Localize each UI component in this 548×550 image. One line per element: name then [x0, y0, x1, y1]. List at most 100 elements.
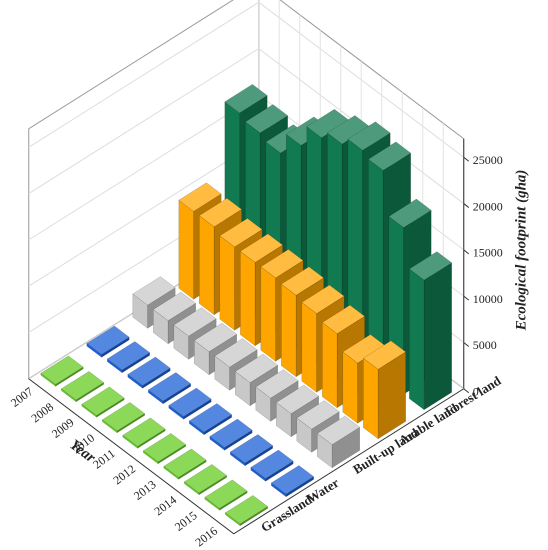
- bar-top-face: [168, 387, 212, 417]
- x-tick-label: 2013: [131, 477, 159, 503]
- bar-front-face: [409, 268, 425, 411]
- z-tick: [463, 295, 470, 301]
- bar-top-face: [40, 355, 84, 385]
- bar-top-face: [209, 418, 253, 448]
- bar: [204, 479, 248, 511]
- bar: [362, 340, 407, 440]
- bar-top-face: [234, 353, 279, 383]
- bar-front-face: [260, 266, 276, 362]
- bar: [163, 448, 207, 480]
- z-tick-label: 0: [473, 385, 479, 399]
- bar-top-face: [86, 325, 130, 355]
- bar: [188, 403, 233, 436]
- bar-top-face: [142, 433, 187, 463]
- x-tick-label: 2008: [28, 400, 56, 426]
- bar-top-face: [229, 434, 274, 464]
- bar-top-face: [198, 197, 243, 228]
- bar-top-face: [178, 182, 222, 212]
- z-tick: [463, 249, 470, 255]
- bar: [270, 465, 315, 498]
- bar-top-face: [321, 304, 366, 335]
- bar: [86, 325, 130, 358]
- z-tick-label: 20000: [473, 199, 503, 213]
- z-tick-label: 25000: [473, 153, 503, 167]
- x-tick-label: 2007: [8, 384, 36, 410]
- x-tick-label: 2014: [151, 493, 179, 519]
- bar-top-face: [152, 291, 197, 321]
- bar-front-face: [342, 351, 358, 424]
- bar-top-face: [296, 400, 340, 430]
- bar: [142, 433, 187, 465]
- bar: [168, 387, 212, 420]
- bar: [122, 417, 166, 449]
- bar: [250, 449, 294, 482]
- bar: [60, 371, 105, 403]
- bar: [229, 434, 274, 467]
- bar-front-face: [363, 357, 379, 440]
- bar-top-face: [244, 104, 289, 134]
- bar-top-face: [173, 307, 217, 337]
- bar-top-face: [388, 198, 432, 228]
- bar-top-face: [367, 141, 412, 171]
- bar: [101, 402, 146, 434]
- bar-top-face: [60, 371, 105, 401]
- bar-top-face: [301, 284, 345, 314]
- bar: [40, 355, 84, 387]
- z-tick: [463, 342, 470, 347]
- bar-front-face: [240, 250, 256, 347]
- bar-front-face: [281, 283, 297, 378]
- bar-front-face: [322, 322, 338, 409]
- bar-top-face: [122, 417, 166, 447]
- bar: [224, 495, 269, 527]
- bar-top-face: [147, 372, 192, 402]
- bar-front-face: [178, 199, 194, 300]
- bar-top-face: [239, 233, 284, 263]
- x-tick-label: 2016: [192, 524, 220, 550]
- bar-front-face: [199, 215, 215, 316]
- bar-top-face: [255, 369, 299, 399]
- bar-top-face: [214, 338, 258, 368]
- bar-top-face: [408, 251, 453, 281]
- z-axis-title: Ecological footprint (gha): [513, 170, 529, 332]
- bar-top-face: [163, 448, 207, 478]
- bar-top-face: [250, 449, 294, 479]
- x-tick-label: 2009: [49, 415, 77, 441]
- bar-right-face: [423, 262, 452, 411]
- bar-top-face: [270, 465, 315, 495]
- z-tick: [463, 388, 470, 394]
- bar-top-face: [224, 84, 268, 114]
- bar-top-face: [204, 479, 248, 509]
- bar: [147, 372, 192, 405]
- bar-top-face: [106, 341, 151, 371]
- x-tick-label: 2012: [110, 462, 138, 488]
- bar-top-face: [132, 276, 176, 306]
- z-tick-label: 5000: [473, 338, 497, 352]
- z-tick: [463, 156, 470, 162]
- bar-front-face: [219, 235, 235, 331]
- bar-top-face: [101, 402, 146, 432]
- bar-top-face: [260, 249, 304, 279]
- bar: [209, 418, 253, 451]
- x-tick-label: 2015: [172, 508, 200, 534]
- bar-top-face: [193, 322, 238, 352]
- bar-top-face: [280, 266, 325, 296]
- bar-front-face: [301, 301, 317, 393]
- bar: [316, 415, 361, 469]
- bar: [127, 356, 171, 389]
- bar-top-face: [188, 403, 233, 433]
- bar-top-face: [316, 415, 361, 445]
- bar: [183, 464, 228, 496]
- bar: [408, 251, 453, 411]
- bar: [81, 386, 125, 418]
- bar-top-face: [81, 386, 125, 416]
- z-tick-label: 15000: [473, 246, 503, 260]
- bar: [106, 341, 151, 374]
- z-tick: [463, 203, 470, 208]
- bar-top-face: [183, 464, 228, 494]
- bar-top-face: [127, 356, 171, 386]
- bar-top-face: [224, 495, 269, 525]
- bar-top-face: [219, 218, 263, 248]
- bar-top-face: [275, 384, 320, 414]
- bar-top-face: [362, 340, 407, 370]
